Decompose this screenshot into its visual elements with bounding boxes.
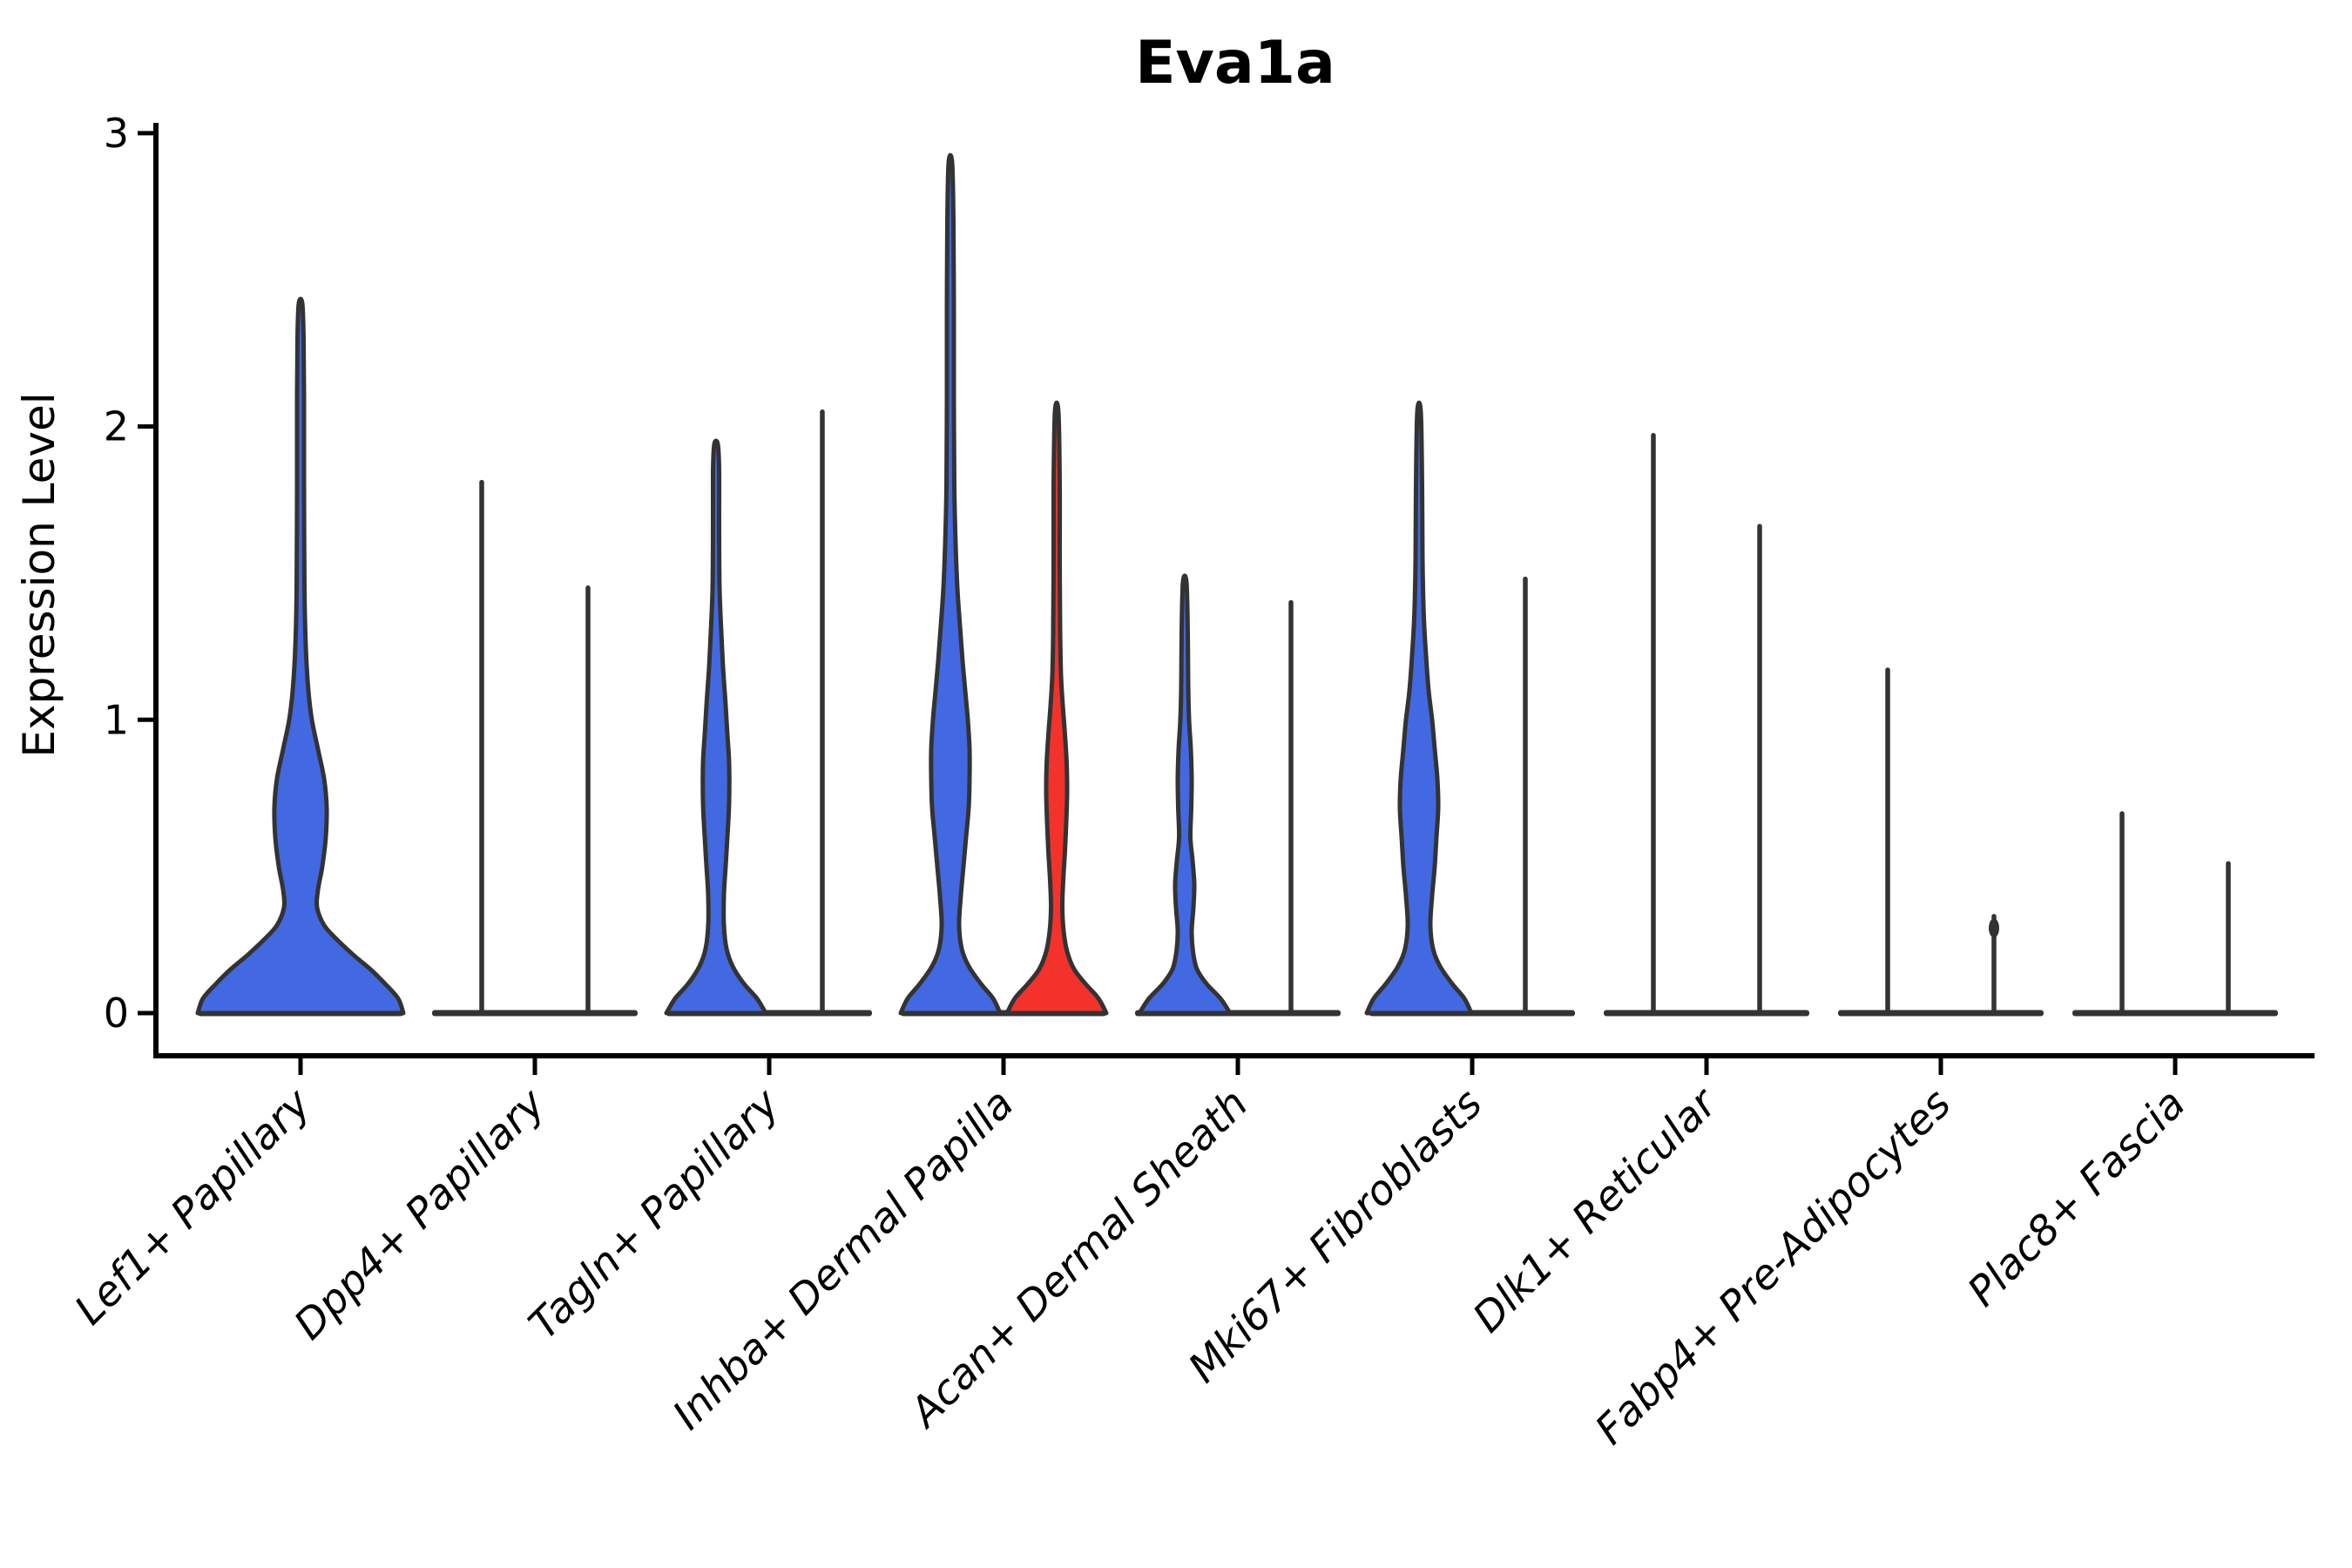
violin-left-4 (1137, 573, 1233, 1016)
violin-zero-bar (1838, 1010, 2044, 1017)
violin-left-2 (664, 438, 768, 1016)
violin-right-3 (1004, 400, 1109, 1016)
x-tick-label: Dlk1+ Reticular (1464, 1078, 1728, 1342)
y-tick-label: 1 (104, 696, 129, 743)
violins-layer (195, 152, 2278, 1017)
violin-zero-bar (1604, 1010, 1809, 1017)
x-tick-label: Dpp4+ Papillary (285, 1079, 555, 1349)
violin-left-5 (1364, 400, 1474, 1016)
y-axis-label: Expression Level (14, 392, 64, 757)
violin-left-3 (898, 152, 1003, 1016)
y-tick-label: 2 (104, 403, 129, 450)
x-tick-label: Lef1+ Papillary (65, 1079, 321, 1335)
x-tick-label: Plac8+ Fascia (1958, 1080, 2194, 1316)
x-tick-label: Tagln+ Papillary (520, 1079, 790, 1349)
violin-center-0 (195, 296, 406, 1016)
violin-zero-bar (432, 1010, 638, 1017)
chart-title: Eva1a (1135, 29, 1335, 98)
axes: 0 1 2 3 (104, 110, 2315, 1075)
y-tick-label: 3 (104, 110, 129, 157)
y-tick-label: 0 (104, 990, 129, 1037)
violin-blob-7 (1989, 918, 1999, 938)
violin-zero-bar (2072, 1010, 2278, 1017)
